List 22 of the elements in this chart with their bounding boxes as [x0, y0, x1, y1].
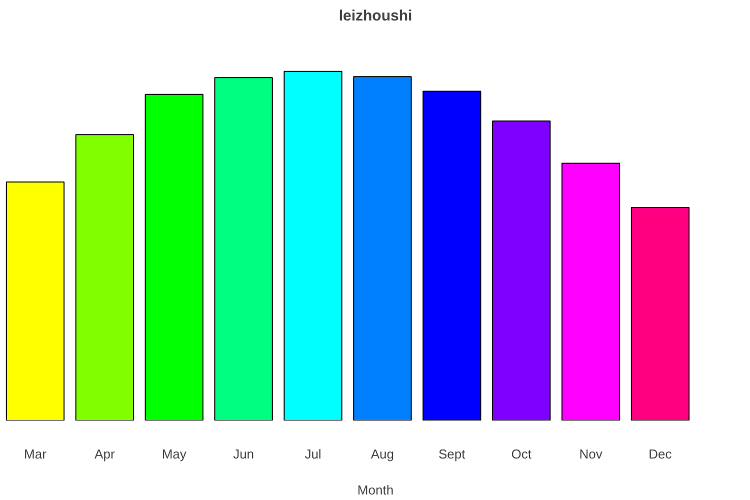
x-tick-label: Jul [304, 446, 322, 462]
x-axis-title: Month [357, 482, 394, 498]
bar [284, 70, 342, 420]
bar [144, 94, 204, 420]
x-tick-label: Nov [579, 446, 603, 462]
x-tick-label: May [162, 446, 187, 462]
bar [214, 77, 273, 420]
bar [630, 207, 690, 420]
x-tick-label: Aug [370, 446, 394, 462]
x-tick-label: Oct [511, 446, 532, 462]
bar [75, 134, 134, 420]
x-tick-label: Apr [94, 446, 116, 462]
x-tick-label: Dec [648, 446, 672, 462]
x-tick-label: Sept [438, 446, 466, 462]
bar [561, 162, 620, 420]
bar [6, 182, 65, 420]
x-tick-label: Jun [233, 446, 254, 462]
bar [492, 120, 551, 420]
x-tick-label: Mar [24, 446, 48, 462]
bar [353, 76, 412, 420]
chart-title: leizhoushi [338, 8, 412, 24]
bar [422, 90, 482, 420]
